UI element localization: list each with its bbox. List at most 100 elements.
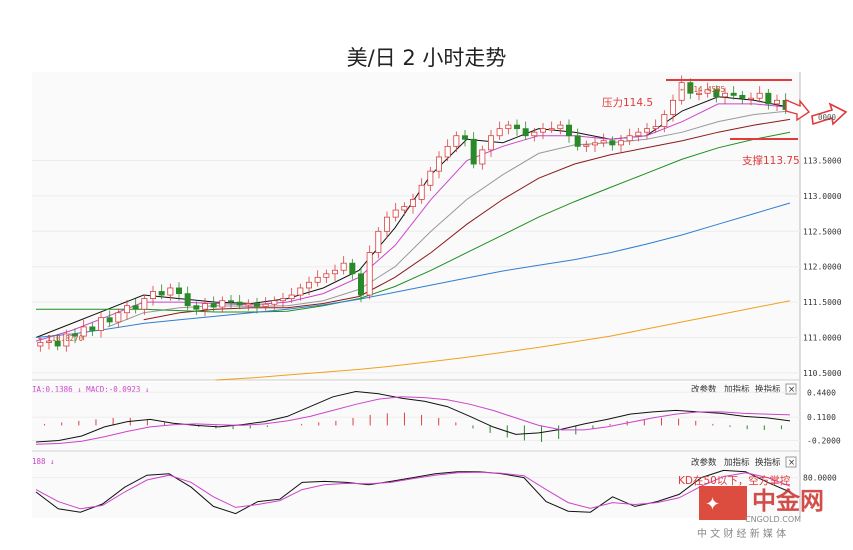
candle-body <box>149 291 156 299</box>
candle-body <box>349 262 356 275</box>
close-icon-glyph[interactable]: × <box>788 458 795 468</box>
candle-body <box>470 138 477 165</box>
candle-body <box>262 303 269 307</box>
candle-body <box>331 269 338 275</box>
down-arrow-icon <box>785 98 811 122</box>
candle-body <box>722 92 729 98</box>
candle-body <box>227 300 234 303</box>
candle-body <box>98 317 105 331</box>
candle-body <box>505 124 512 130</box>
macd-y-tick: 0.4400 <box>807 388 836 397</box>
candle-body <box>46 340 53 343</box>
candle-body <box>461 135 468 140</box>
kdj-k-line <box>35 469 791 515</box>
indicator-control-button[interactable]: 改参数 <box>691 457 717 468</box>
cngold-logo: ✦ <box>699 486 747 520</box>
macd-dea-line <box>35 396 791 445</box>
candle-body <box>514 124 521 130</box>
candle-body <box>366 252 373 296</box>
candle-body <box>522 128 529 137</box>
candle-body <box>392 209 399 218</box>
candle-body <box>453 135 460 147</box>
candle-body <box>210 303 217 308</box>
candle-body <box>557 124 564 130</box>
candle-body <box>141 298 148 310</box>
indicator-control-button[interactable]: 换指标 <box>755 457 781 468</box>
candle-body <box>245 303 252 306</box>
candle-body <box>496 128 503 137</box>
candle-body <box>531 131 538 137</box>
candle-body <box>618 140 625 146</box>
candle-body <box>37 342 44 347</box>
candle-body <box>748 97 755 100</box>
candle-body <box>444 145 451 158</box>
candle-body <box>600 140 607 144</box>
watermark-slogan: 中 文 财 经 新 媒 体 <box>697 527 786 540</box>
close-icon-glyph[interactable]: × <box>788 385 795 395</box>
watermark-brand: 中金网 <box>752 487 824 515</box>
resistance-label: 压力114.5 <box>602 96 653 109</box>
candle-body <box>288 294 295 299</box>
candle-body <box>739 94 746 99</box>
kdj-d-line <box>35 471 791 510</box>
candle-body <box>193 305 200 310</box>
kdj-header: 188 ↓ <box>32 457 55 466</box>
candle-body <box>487 135 494 151</box>
y-tick-label: 113.5000 <box>803 157 842 166</box>
candle-body <box>566 124 573 137</box>
candle-body <box>80 326 87 337</box>
candle-body <box>756 92 763 99</box>
candle-body <box>713 89 720 98</box>
indicator-control-button[interactable]: 加指标 <box>724 457 750 468</box>
candle-body <box>124 305 131 314</box>
candle-body <box>89 326 96 331</box>
macd-y-tick: -0.2000 <box>807 436 841 445</box>
candle-body <box>72 333 79 337</box>
y-tick-label: 113.0000 <box>803 192 842 201</box>
candle-body <box>435 156 442 172</box>
right-partial-label: 0000 <box>818 113 837 122</box>
svg-text:✦: ✦ <box>705 494 720 515</box>
indicator-control-button[interactable]: 换指标 <box>755 384 781 395</box>
kdj-y-tick: 80.0000 <box>803 474 837 483</box>
candle-body <box>158 291 165 296</box>
candle-body <box>574 135 581 147</box>
candle-body <box>201 303 208 310</box>
candle-body <box>175 287 182 295</box>
candle-body <box>253 303 260 307</box>
y-tick-label: 111.5000 <box>803 298 842 307</box>
candle-body <box>774 99 781 105</box>
close-icon[interactable] <box>785 456 797 468</box>
y-tick-label: 111.0000 <box>803 334 842 343</box>
kdj-annotation: KD在50以下，空方掌控 <box>678 474 791 487</box>
candle-body <box>54 340 61 347</box>
candle-body <box>184 293 191 307</box>
support-label: 支撑113.75 <box>742 154 800 167</box>
close-icon[interactable] <box>785 383 797 395</box>
candle-body <box>297 287 304 296</box>
candle-body <box>687 82 694 94</box>
candle-body <box>609 140 616 146</box>
candle-body <box>540 128 547 133</box>
candle-body <box>696 92 703 95</box>
candle-body <box>418 184 425 200</box>
candle-body <box>670 99 677 115</box>
candle-body <box>63 333 70 347</box>
candle-body <box>106 317 113 323</box>
candle-body <box>167 287 174 296</box>
candle-body <box>592 142 599 146</box>
candle-body <box>479 149 486 165</box>
y-tick-label: 112.0000 <box>803 263 842 272</box>
macd-dif-line <box>35 390 791 443</box>
candle-body <box>279 298 286 302</box>
high-price-label: ← 114.4585 <box>680 85 725 94</box>
candle-body <box>132 305 139 310</box>
indicator-control-button[interactable]: 改参数 <box>691 384 717 395</box>
candle-body <box>323 273 330 278</box>
candle-body <box>427 170 434 186</box>
indicator-control-button[interactable]: 加指标 <box>724 384 750 395</box>
candle-body <box>635 131 642 137</box>
candle-body <box>644 128 651 133</box>
macd-y-tick: 0.1100 <box>807 413 836 422</box>
